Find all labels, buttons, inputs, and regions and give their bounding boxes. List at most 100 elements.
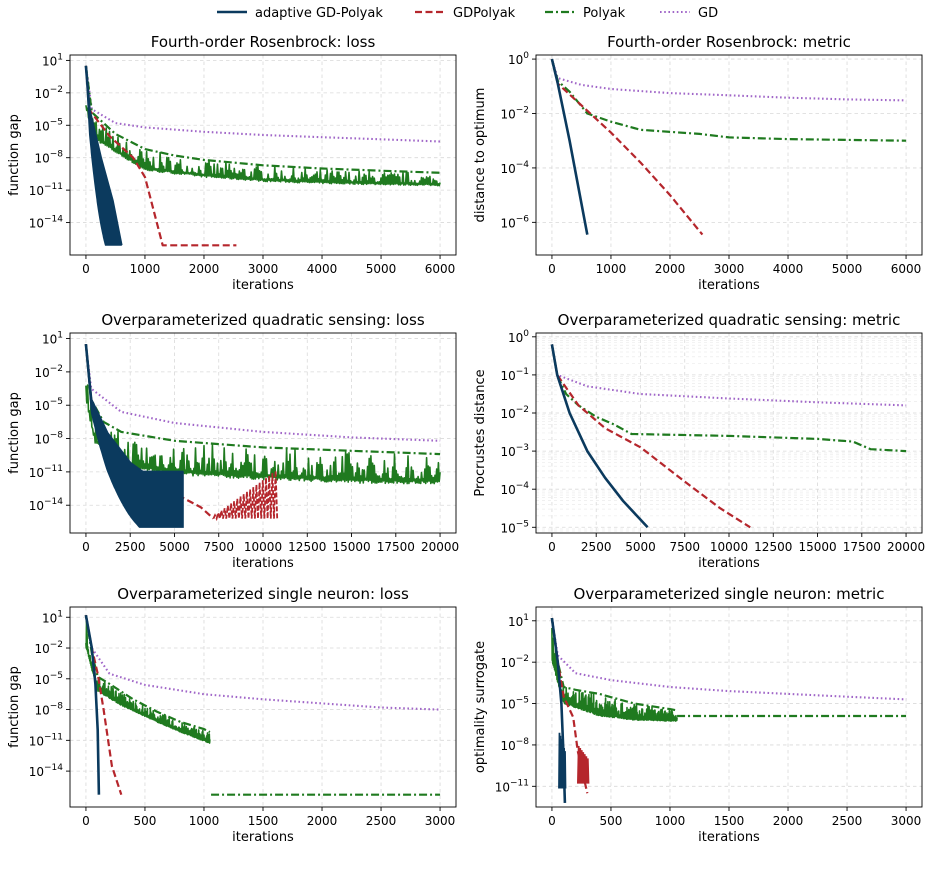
legend-label-adaptive: adaptive GD-Polyak bbox=[255, 6, 383, 21]
x-tick-label: 2500 bbox=[832, 814, 863, 828]
x-tick-label: 1000 bbox=[596, 262, 627, 276]
y-tick-label: 10−4 bbox=[500, 160, 529, 176]
x-tick-label: 3000 bbox=[248, 262, 279, 276]
series-group bbox=[84, 65, 441, 247]
x-tick-label: 2500 bbox=[366, 814, 397, 828]
x-axis-label: iterations bbox=[232, 278, 294, 293]
y-tick-label: 10−2 bbox=[500, 654, 529, 670]
x-tick-label: 0 bbox=[548, 262, 556, 276]
y-axis-label: optimality surrogate bbox=[473, 641, 488, 773]
x-tick-label: 20000 bbox=[887, 540, 925, 554]
y-tick-label: 101 bbox=[42, 52, 63, 68]
x-axis-label: iterations bbox=[232, 830, 294, 845]
y-axis-label: distance to optimum bbox=[473, 88, 488, 223]
x-tick-label: 3000 bbox=[714, 262, 745, 276]
series-group bbox=[550, 617, 907, 803]
series-noise-polyak bbox=[85, 384, 441, 485]
chart-panel-4: 0 2500 5000 7500 10000 12500 15000 17500 20000 10… bbox=[473, 311, 925, 571]
chart-title: Fourth-order Rosenbrock: metric bbox=[607, 33, 851, 51]
y-tick-label: 10−11 bbox=[29, 732, 63, 748]
x-tick-label: 15000 bbox=[798, 540, 836, 554]
x-tick-label: 0 bbox=[82, 814, 90, 828]
y-tick-label: 100 bbox=[508, 51, 529, 67]
series-line-polyak bbox=[84, 65, 441, 174]
y-tick-label: 10−8 bbox=[34, 702, 63, 718]
x-tick-label: 5000 bbox=[625, 540, 656, 554]
y-tick-label: 10−11 bbox=[495, 778, 529, 794]
y-tick-label: 10−2 bbox=[34, 364, 63, 380]
y-tick-label: 10−5 bbox=[34, 117, 63, 133]
x-tick-label: 4000 bbox=[773, 262, 804, 276]
x-tick-label: 12500 bbox=[288, 540, 326, 554]
series-group bbox=[84, 614, 441, 796]
x-tick-label: 500 bbox=[134, 814, 157, 828]
x-tick-label: 17500 bbox=[377, 540, 415, 554]
y-axis-label: Procrustes distance bbox=[473, 369, 488, 496]
x-tick-label: 17500 bbox=[843, 540, 881, 554]
y-tick-label: 101 bbox=[42, 609, 63, 625]
x-axis-label: iterations bbox=[698, 278, 760, 293]
y-tick-label: 10−5 bbox=[500, 519, 529, 535]
x-tick-label: 5000 bbox=[832, 262, 863, 276]
legend-label-gd: GD bbox=[698, 6, 718, 21]
x-tick-label: 0 bbox=[82, 262, 90, 276]
series-group bbox=[550, 58, 907, 236]
chart-title: Overparameterized quadratic sensing: met… bbox=[558, 311, 901, 329]
chart-title: Overparameterized quadratic sensing: los… bbox=[101, 311, 425, 329]
y-tick-label: 100 bbox=[508, 329, 529, 345]
chart-panels: 0 1000 2000 3000 4000 5000 600010110−210−510−8… bbox=[7, 33, 925, 845]
y-tick-label: 10−14 bbox=[29, 497, 64, 513]
y-tick-label: 10−3 bbox=[500, 443, 529, 459]
series-line-gdpolyak bbox=[550, 58, 704, 236]
y-tick-label: 10−11 bbox=[29, 182, 63, 198]
series-line-gd bbox=[84, 615, 441, 711]
x-tick-label: 2000 bbox=[307, 814, 338, 828]
x-tick-label: 4000 bbox=[307, 262, 338, 276]
x-tick-label: 5000 bbox=[366, 262, 397, 276]
x-tick-label: 15000 bbox=[332, 540, 370, 554]
chart-panel-1: 0 1000 2000 3000 4000 5000 6000 101 10−2 10−5 10−8… bbox=[7, 33, 457, 293]
series-line-gd bbox=[550, 58, 907, 102]
y-tick-label: 10−2 bbox=[500, 106, 529, 122]
legend-label-gdpolyak: GDPolyak bbox=[453, 6, 516, 21]
x-tick-label: 1500 bbox=[248, 814, 279, 828]
y-tick-label: 10−8 bbox=[34, 150, 63, 166]
y-tick-label: 10−5 bbox=[34, 671, 63, 687]
y-tick-label: 10−5 bbox=[34, 397, 63, 413]
chart-title: Overparameterized single neuron: metric bbox=[574, 585, 885, 603]
y-tick-label: 10−2 bbox=[500, 405, 529, 421]
y-tick-label: 10−2 bbox=[34, 85, 63, 101]
series-osc-gdpolyak bbox=[212, 470, 279, 522]
y-tick-label: 10−8 bbox=[500, 737, 529, 753]
y-axis-label: function gap bbox=[7, 392, 22, 474]
legend-label-polyak: Polyak bbox=[583, 6, 626, 21]
series-osc-gdpolyak bbox=[577, 745, 590, 784]
chart-panel-2: 0 1000 2000 3000 4000 5000 6000 100 10−2 10−4 10−6… bbox=[473, 33, 923, 293]
series-line-adaptive bbox=[84, 343, 184, 474]
series-line-gd bbox=[550, 617, 907, 701]
chart-panel-3: 0 2500 5000 7500 10000 12500 15000 17500 20000 10… bbox=[7, 311, 459, 571]
series-group bbox=[84, 343, 441, 528]
x-tick-label: 2000 bbox=[189, 262, 220, 276]
y-tick-label: 10−14 bbox=[29, 763, 64, 779]
series-noise-polyak bbox=[85, 620, 211, 744]
y-tick-label: 10−11 bbox=[29, 464, 63, 480]
x-tick-label: 500 bbox=[600, 814, 623, 828]
series-line-polyak bbox=[550, 58, 907, 142]
x-tick-label: 1000 bbox=[189, 814, 220, 828]
x-tick-label: 2000 bbox=[773, 814, 804, 828]
series-line-adaptive bbox=[84, 614, 101, 795]
chart-panel-6: 0 500 1000 1500 2000 2500 3000 101 10−2 10−5 10−8 1… bbox=[473, 585, 923, 845]
series-line-adaptive bbox=[550, 344, 649, 529]
x-tick-label: 1000 bbox=[655, 814, 686, 828]
x-tick-label: 10000 bbox=[710, 540, 748, 554]
y-tick-label: 10−14 bbox=[29, 215, 64, 231]
y-tick-label: 101 bbox=[508, 613, 529, 629]
series-noise-polyak bbox=[85, 102, 441, 187]
x-axis-label: iterations bbox=[698, 830, 760, 845]
x-axis-label: iterations bbox=[232, 556, 294, 571]
y-tick-label: 101 bbox=[42, 331, 63, 347]
series-osc-adaptive bbox=[558, 732, 567, 789]
